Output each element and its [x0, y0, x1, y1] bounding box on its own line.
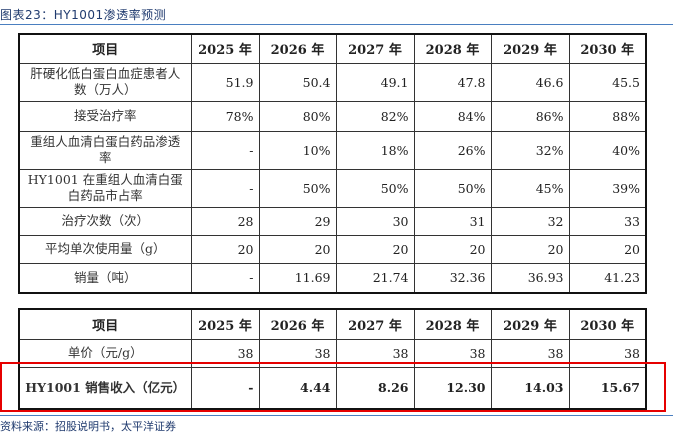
table-cell: 45.5 — [568, 62, 647, 102]
table-cell: 36.93 — [490, 262, 570, 294]
table-cell: - — [190, 262, 260, 294]
revenue-table: 项目 2025 年 2026 年 2027 年 2028 年 2029 年 2030 年 单… — [18, 308, 647, 410]
table-cell: 15.67 — [568, 366, 647, 410]
row-label: 治疗次数（次） — [18, 206, 192, 236]
table-row: 平均单次使用量（g） 20 20 20 20 20 20 — [18, 234, 647, 264]
table-cell: 21.74 — [335, 262, 415, 294]
column-header: 2026 年 — [258, 308, 337, 340]
column-header: 项目 — [18, 33, 192, 64]
column-header: 2029 年 — [490, 33, 570, 64]
highlight-box — [0, 362, 666, 412]
table-cell: 20 — [490, 234, 570, 264]
footer-rule — [0, 415, 673, 416]
row-label: 重组人血清白蛋白药品渗透率 — [18, 130, 192, 170]
row-label: 肝硬化低白蛋白血症患者人数（万人） — [18, 62, 192, 102]
table-row: HY1001 在重组人血清白蛋白药品市占率 -50% 50% 50% 45% 39% — [18, 168, 647, 208]
table-cell: 10% — [258, 130, 337, 170]
table-cell: 50% — [335, 168, 415, 208]
penetration-table: 项目 2025 年 2026 年 2027 年 2028 年 2029 年 2030 年 肝… — [18, 33, 647, 294]
row-label: 销量（吨） — [18, 262, 192, 294]
table-cell: 20 — [568, 234, 647, 264]
table-cell: 20 — [413, 234, 492, 264]
table-cell: 31 — [413, 206, 492, 236]
table-cell: 8.26 — [335, 366, 415, 410]
source-note: 资料来源：招股说明书，太平洋证券 — [0, 420, 176, 433]
table-row: HY1001 销售收入（亿元） -4.44 8.26 12.30 14.03 15.67 — [18, 366, 647, 410]
table-cell: 50.4 — [258, 62, 337, 102]
table-cell: 29 — [258, 206, 337, 236]
table-cell: 49.1 — [335, 62, 415, 102]
table-cell: 20 — [190, 234, 260, 264]
column-header: 2030 年 — [568, 308, 647, 340]
table-cell: 30 — [335, 206, 415, 236]
table-cell: 82% — [335, 100, 415, 132]
header-row: 项目 2025 年 2026 年 2027 年 2028 年 2029 年 2030 年 — [18, 33, 647, 64]
table-cell: 32.36 — [413, 262, 492, 294]
table-cell: 50% — [413, 168, 492, 208]
table-cell: 20 — [258, 234, 337, 264]
title-rule — [0, 24, 673, 25]
table-cell: 12.30 — [413, 366, 492, 410]
table-cell: 11.69 — [258, 262, 337, 294]
table-cell: 46.6 — [490, 62, 570, 102]
table-cell: 41.23 — [568, 262, 647, 294]
table-cell: 50% — [258, 168, 337, 208]
row-label: 平均单次使用量（g） — [18, 234, 192, 264]
table-cell: 26% — [413, 130, 492, 170]
column-header: 2025 年 — [190, 308, 260, 340]
table-row: 接受治疗率 78% 80% 82% 84% 86% 88% — [18, 100, 647, 132]
table-row: 销量（吨） -11.69 21.74 32.36 36.93 41.23 — [18, 262, 647, 294]
table-cell: 32 — [490, 206, 570, 236]
header-row: 项目 2025 年 2026 年 2027 年 2028 年 2029 年 2030 年 — [18, 308, 647, 340]
table-cell: 39% — [568, 168, 647, 208]
table-cell: 18% — [335, 130, 415, 170]
column-header: 2025 年 — [190, 33, 260, 64]
table-cell: 47.8 — [413, 62, 492, 102]
figure-title: 图表23：HY1001渗透率预测 — [0, 8, 167, 22]
column-header: 2030 年 — [568, 33, 647, 64]
row-label: HY1001 销售收入（亿元） — [18, 366, 192, 410]
table-cell: 33 — [568, 206, 647, 236]
column-header: 2026 年 — [258, 33, 337, 64]
table-cell: 40% — [568, 130, 647, 170]
table-row: 治疗次数（次） 28 29 30 31 32 33 — [18, 206, 647, 236]
table-row: 重组人血清白蛋白药品渗透率 -10% 18% 26% 32% 40% — [18, 130, 647, 170]
table-cell: 88% — [568, 100, 647, 132]
row-label: HY1001 在重组人血清白蛋白药品市占率 — [18, 168, 192, 208]
row-label: 接受治疗率 — [18, 100, 192, 132]
table-cell: 28 — [190, 206, 260, 236]
table-cell: 51.9 — [190, 62, 260, 102]
column-header: 2028 年 — [413, 308, 492, 340]
table-cell: 32% — [490, 130, 570, 170]
table-cell: 14.03 — [490, 366, 570, 410]
table-cell: 80% — [258, 100, 337, 132]
table-cell: 4.44 — [258, 366, 337, 410]
column-header: 2029 年 — [490, 308, 570, 340]
table-row: 肝硬化低白蛋白血症患者人数（万人） 51.9 50.4 49.1 47.8 46.6 45.… — [18, 62, 647, 102]
table-cell: 84% — [413, 100, 492, 132]
column-header: 2027 年 — [335, 33, 415, 64]
column-header: 2027 年 — [335, 308, 415, 340]
column-header: 项目 — [18, 308, 192, 340]
table-cell: - — [190, 130, 260, 170]
table-cell: 45% — [490, 168, 570, 208]
table-cell: - — [190, 168, 260, 208]
table-cell: 86% — [490, 100, 570, 132]
column-header: 2028 年 — [413, 33, 492, 64]
table-cell: 78% — [190, 100, 260, 132]
table-cell: 20 — [335, 234, 415, 264]
